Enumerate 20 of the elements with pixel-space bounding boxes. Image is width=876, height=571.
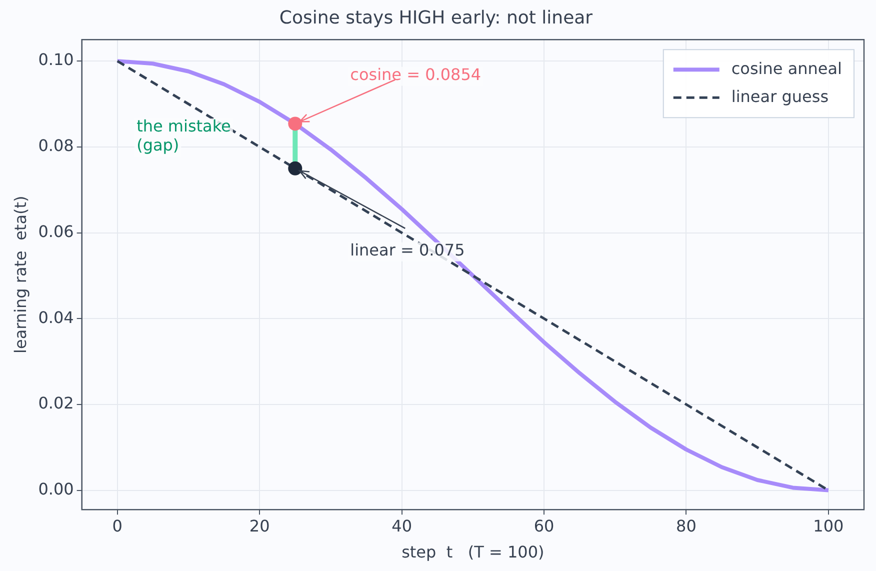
y-tick-label: 0.08 [38,136,74,156]
x-tick-label: 100 [813,516,844,536]
y-tick-label: 0.06 [38,222,74,241]
legend-label: linear guess [731,86,829,106]
y-tick-label: 0.00 [38,479,74,498]
x-tick-label: 80 [676,516,696,536]
annotation: the mistake (gap) [136,116,231,155]
legend-label: cosine anneal [731,58,842,78]
annotation: linear = 0.075 [350,240,465,260]
y-tick-label: 0.10 [38,50,74,70]
annotation: cosine = 0.0854 [350,64,482,84]
x-axis-title: step t (T = 100) [402,542,544,562]
chart-title: Cosine stays HIGH early: not linear [279,7,594,28]
y-axis-title: learning rate eta(t) [10,196,30,354]
y-tick-label: 0.04 [38,308,74,327]
y-tick-label: 0.02 [38,394,74,413]
x-tick-label: 0 [112,516,122,536]
x-tick-label: 20 [249,516,270,536]
x-tick-label: 60 [534,516,554,536]
x-tick-label: 40 [392,516,412,536]
